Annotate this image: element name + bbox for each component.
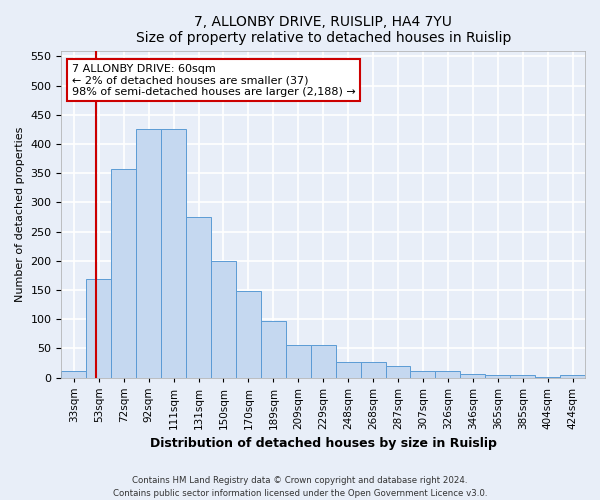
Y-axis label: Number of detached properties: Number of detached properties <box>15 126 25 302</box>
Bar <box>535 377 560 378</box>
Bar <box>136 130 161 378</box>
Bar <box>560 375 585 378</box>
Bar <box>311 346 335 378</box>
Bar <box>410 371 436 378</box>
Bar <box>510 375 535 378</box>
Bar <box>460 374 485 378</box>
Bar <box>386 366 410 378</box>
Bar <box>436 371 460 378</box>
X-axis label: Distribution of detached houses by size in Ruislip: Distribution of detached houses by size … <box>150 437 497 450</box>
Title: 7, ALLONBY DRIVE, RUISLIP, HA4 7YU
Size of property relative to detached houses : 7, ALLONBY DRIVE, RUISLIP, HA4 7YU Size … <box>136 15 511 45</box>
Bar <box>361 362 386 378</box>
Bar <box>286 346 311 378</box>
Bar <box>61 370 86 378</box>
Bar <box>261 322 286 378</box>
Bar <box>485 375 510 378</box>
Bar <box>161 130 186 378</box>
Bar <box>186 217 211 378</box>
Text: Contains HM Land Registry data © Crown copyright and database right 2024.
Contai: Contains HM Land Registry data © Crown c… <box>113 476 487 498</box>
Bar <box>86 280 111 378</box>
Bar <box>236 291 261 378</box>
Bar <box>335 362 361 378</box>
Text: 7 ALLONBY DRIVE: 60sqm
← 2% of detached houses are smaller (37)
98% of semi-deta: 7 ALLONBY DRIVE: 60sqm ← 2% of detached … <box>72 64 356 97</box>
Bar <box>111 169 136 378</box>
Bar <box>211 260 236 378</box>
